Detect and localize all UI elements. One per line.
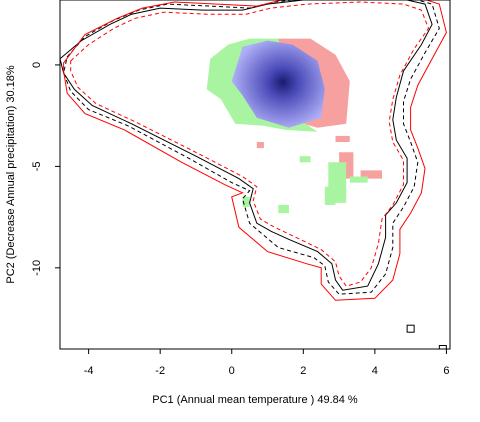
blue-density-region [231,40,325,128]
density-regions [206,38,382,214]
x-axis: -4 -2 0 2 4 6 [84,349,449,377]
x-tick-label-1: -2 [155,365,165,377]
green-patch-4 [278,204,289,214]
x-tick-label-3: 2 [300,365,306,377]
square-marker-1 [438,345,447,349]
green-patch-3 [349,176,368,183]
green-patch-2 [299,156,311,163]
x-tick-label-2: 0 [229,365,235,377]
y-axis: 0 -5 -10 [31,62,60,276]
misc-markers [406,324,447,349]
x-tick-label-4: 4 [372,365,378,377]
y-tick-label-1: -5 [31,161,43,171]
y-tick-label-2: -10 [31,260,43,276]
x-tick-label-5: 6 [443,365,449,377]
y-axis-title: PC2 (Decrease Annual precipitation) 30.1… [5,65,17,284]
y-tick-label-0: 0 [31,62,43,68]
square-marker-0 [406,324,415,333]
outline-contours [60,0,447,301]
outline-black-solid-0 [60,0,433,291]
outline-red-dashed-3 [70,1,430,287]
red-patch-0 [335,135,350,142]
plot-frame [59,0,451,350]
red-patch-2 [256,142,264,149]
x-tick-label-0: -4 [84,365,94,377]
outline-red-solid-2 [63,0,447,301]
x-axis-title: PC1 (Annual mean temperature ) 49.84 % [152,394,358,406]
outline-black-dashed-1 [63,0,440,295]
green-patch-1 [324,186,336,205]
